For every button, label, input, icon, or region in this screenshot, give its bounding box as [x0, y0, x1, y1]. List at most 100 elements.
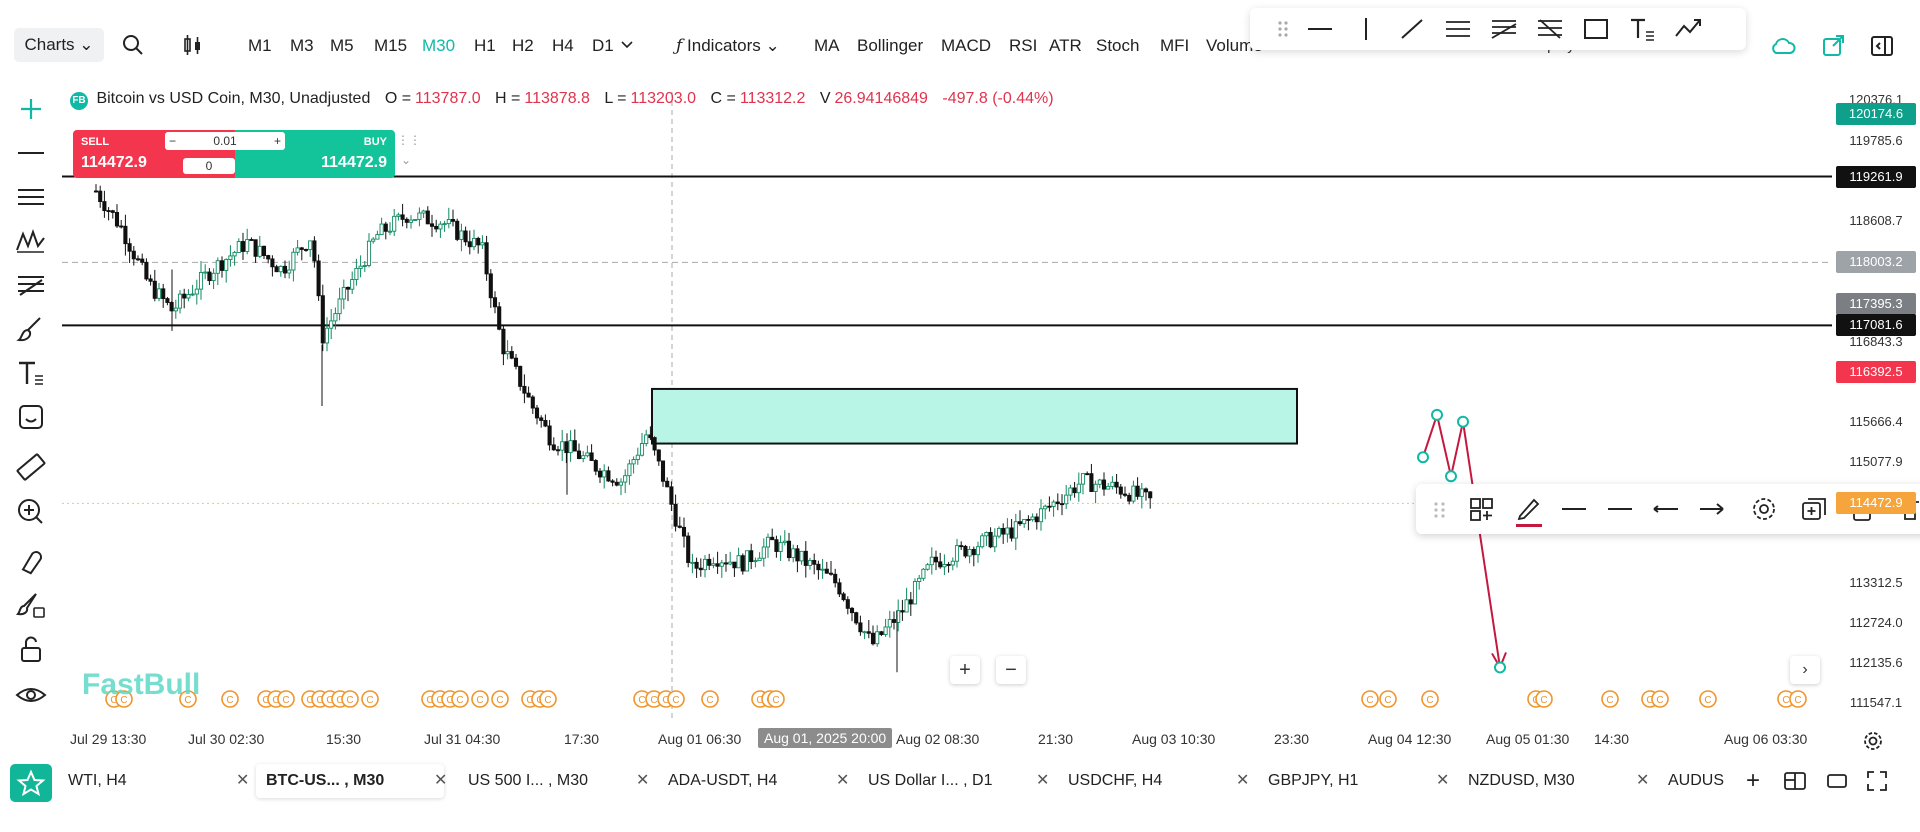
symbol-tab[interactable]: GBPJPY, H1 [1258, 764, 1446, 798]
economic-event-marker-letter: C [282, 695, 289, 706]
price-axis[interactable]: 120376.1 119785.6 118608.7 116843.3 115666.4… [1832, 80, 1920, 730]
pencil-icon[interactable] [1514, 496, 1542, 522]
text-icon[interactable] [14, 358, 48, 388]
timeframe-d1[interactable]: D1 [592, 36, 614, 55]
clone-icon[interactable] [1800, 496, 1828, 522]
vertical-line-icon[interactable] [1352, 16, 1380, 42]
emoji-icon[interactable] [14, 402, 48, 432]
symbol-title[interactable]: Bitcoin vs USD Coin, M30, Unadjusted [96, 90, 371, 107]
drag-handle-icon[interactable] [1270, 16, 1298, 42]
scroll-right-button[interactable]: › [1790, 656, 1820, 684]
add-tab-plus-icon[interactable]: + [1746, 767, 1761, 794]
fib-fan-icon[interactable] [1536, 16, 1564, 42]
study-rsi[interactable]: RSI [1009, 36, 1038, 55]
timeframe-h1[interactable]: H1 [474, 36, 496, 55]
cloud-icon[interactable] [1770, 34, 1796, 58]
symbol-tab[interactable]: US 500 I... , M30 [458, 764, 646, 798]
study-volume[interactable]: Volume [1206, 36, 1263, 55]
drag-handle-icon[interactable] [1426, 496, 1454, 522]
search-icon[interactable] [122, 34, 144, 56]
timeframe-m5[interactable]: M5 [330, 36, 354, 55]
timeframe-m30[interactable]: M30 [422, 36, 456, 55]
candle-body [295, 247, 300, 253]
timeframe-h2[interactable]: H2 [512, 36, 534, 55]
fib-tool-icon[interactable] [14, 270, 48, 300]
trend-line-icon[interactable] [1398, 16, 1426, 42]
close-tab-icon[interactable]: ✕ [1436, 772, 1450, 789]
panel-collapse-icon[interactable] [1870, 34, 1894, 58]
ruler-icon[interactable] [14, 452, 48, 482]
layout-split-icon[interactable] [1784, 772, 1806, 790]
template-icon[interactable] [1468, 496, 1496, 522]
charts-menu-button[interactable]: Charts ⌄ [14, 28, 104, 62]
symbol-tab[interactable]: ADA-USDT, H4 [658, 764, 846, 798]
pattern-tool-icon[interactable] [14, 226, 48, 256]
zoom-out-button[interactable]: − [996, 656, 1026, 684]
settings-gear-icon[interactable] [1750, 496, 1778, 522]
symbol-tab[interactable]: USDCHF, H4 [1058, 764, 1246, 798]
candle-body [803, 550, 808, 566]
zoom-in-icon[interactable] [14, 496, 48, 526]
text-tool-icon[interactable] [1628, 16, 1656, 42]
chevron-down-icon[interactable] [620, 38, 634, 52]
minus-icon[interactable]: − [169, 134, 177, 148]
close-tab-icon[interactable]: ✕ [1036, 772, 1050, 789]
study-macd[interactable]: MACD [941, 36, 992, 55]
study-stoch[interactable]: Stoch [1096, 36, 1140, 55]
single-layout-icon[interactable] [1826, 772, 1848, 790]
rectangle-icon[interactable] [1582, 16, 1610, 42]
line-style-icon[interactable] [1606, 496, 1634, 522]
crosshair-icon[interactable] [14, 94, 48, 124]
candle-body [408, 219, 414, 223]
close-tab-icon[interactable]: ✕ [836, 772, 850, 789]
symbol-tab[interactable]: AUDUS [1658, 764, 1728, 798]
line-tool-icon[interactable] [14, 138, 48, 168]
lot-stepper[interactable]: − 0.01 + [165, 132, 285, 150]
study-ma[interactable]: MA [814, 36, 840, 55]
channel-tool-icon[interactable] [14, 182, 48, 212]
close-tab-icon[interactable]: ✕ [1636, 772, 1650, 789]
quantity-field[interactable]: 0 [183, 158, 235, 174]
horizontal-line-icon[interactable] [1306, 16, 1334, 42]
price-chart[interactable]: CCCCCCCCCCCCCCCCCCCCCCCCCCCCCCCCCCCCCCCC… [62, 92, 1832, 720]
symbol-tab[interactable]: US Dollar I... , D1 [858, 764, 1046, 798]
study-mfi[interactable]: MFI [1160, 36, 1190, 55]
fib-retracement-icon[interactable] [1490, 16, 1518, 42]
candlestick-type-icon[interactable] [182, 34, 204, 56]
parallel-channel-icon[interactable] [1444, 16, 1472, 42]
plus-icon[interactable]: + [273, 134, 281, 148]
drawing-lock-icon[interactable] [14, 590, 48, 620]
candle-body [1097, 479, 1102, 485]
close-tab-icon[interactable]: ✕ [1236, 772, 1250, 789]
symbol-tab[interactable]: BTC-US... , M30 [256, 764, 444, 798]
timeframe-h4[interactable]: H4 [552, 36, 574, 55]
study-atr[interactable]: ATR [1049, 36, 1082, 55]
widget-drag-handle-icon[interactable]: ⋮⋮ ⌄ [397, 133, 421, 167]
timeframe-m15[interactable]: M15 [374, 36, 408, 55]
indicators-button[interactable]: ƒ Indicators ⌄ [676, 36, 780, 56]
economic-event-marker [539, 690, 557, 708]
left-end-icon[interactable] [1652, 496, 1680, 522]
unlock-icon[interactable] [14, 634, 48, 664]
brush-icon[interactable] [14, 314, 48, 344]
right-arrow-end-icon[interactable] [1698, 496, 1726, 522]
timeframe-m1[interactable]: M1 [248, 36, 272, 55]
close-tab-icon[interactable]: ✕ [236, 772, 250, 789]
chart-settings-icon[interactable] [1862, 730, 1884, 752]
external-link-icon[interactable] [1822, 34, 1846, 58]
trend-path-icon[interactable] [1674, 16, 1702, 42]
timeframe-m3[interactable]: M3 [290, 36, 314, 55]
close-tab-icon[interactable]: ✕ [434, 772, 448, 789]
line-width-icon[interactable] [1560, 496, 1588, 522]
symbol-tab[interactable]: NZDUSD, M30 [1458, 764, 1646, 798]
time-axis[interactable]: Jul 29 13:30 Jul 30 02:30 15:30 Jul 31 04:3… [62, 728, 1832, 752]
study-bollinger[interactable]: Bollinger [857, 36, 924, 55]
favorites-button[interactable] [10, 764, 52, 802]
close-tab-icon[interactable]: ✕ [636, 772, 650, 789]
zoom-in-button[interactable]: + [950, 656, 980, 684]
symbol-tab[interactable]: WTI, H4 [58, 764, 246, 798]
fullscreen-icon[interactable] [1866, 770, 1888, 792]
eye-icon[interactable] [14, 680, 48, 710]
color-swatch[interactable] [1516, 524, 1542, 527]
magnet-icon[interactable] [14, 546, 48, 576]
